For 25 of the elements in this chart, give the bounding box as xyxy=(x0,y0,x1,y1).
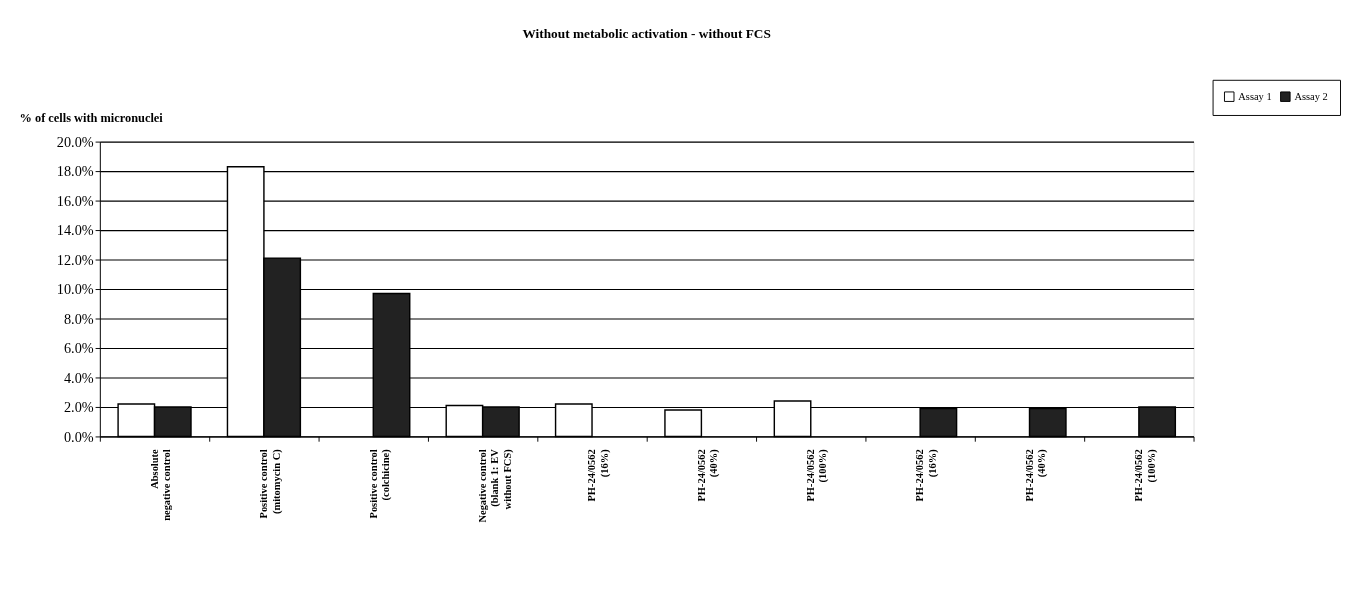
y-tick-label: 10.0% xyxy=(56,281,94,298)
y-tick-label: 2.0% xyxy=(63,399,94,416)
y-tick-label: 18.0% xyxy=(56,163,94,180)
x-tick-label: PH-24/0562 (16%) xyxy=(914,448,939,502)
y-tick-label: 8.0% xyxy=(63,310,94,327)
x-tick-label: Absolute negative control xyxy=(148,448,173,521)
y-tick-label: 0.0% xyxy=(63,428,94,445)
y-tick-label: 16.0% xyxy=(56,192,94,209)
x-tick-label: Negative control (blank 1: EV without FCS) xyxy=(476,448,514,523)
y-axis-title: % of cells with micronuclei xyxy=(19,111,164,126)
x-tick-label: Positive control (colchicine) xyxy=(367,448,392,519)
x-tick-label: PH-24/0562 (16%) xyxy=(586,448,611,502)
x-tick-label: PH-24/0562 (40%) xyxy=(1023,448,1049,502)
y-tick-label: 4.0% xyxy=(63,369,94,386)
legend-label: Assay 2 xyxy=(1294,90,1328,102)
x-tick-label: PH-24/0562 (100%) xyxy=(805,448,830,502)
x-tick-label: PH-24/0562 (40%) xyxy=(695,448,721,502)
y-tick-label: 20.0% xyxy=(56,133,94,150)
y-tick-label: 14.0% xyxy=(56,222,94,239)
y-tick-label: 12.0% xyxy=(56,251,94,268)
x-tick-label: Positive control (mitomycin C) xyxy=(258,448,283,519)
y-tick-label: 6.0% xyxy=(63,340,94,357)
x-tick-label: PH-24/0562 (100%) xyxy=(1133,448,1158,502)
legend-label: Assay 1 xyxy=(1238,90,1272,102)
chart-title: Without metabolic activation - without FCS xyxy=(522,26,771,42)
